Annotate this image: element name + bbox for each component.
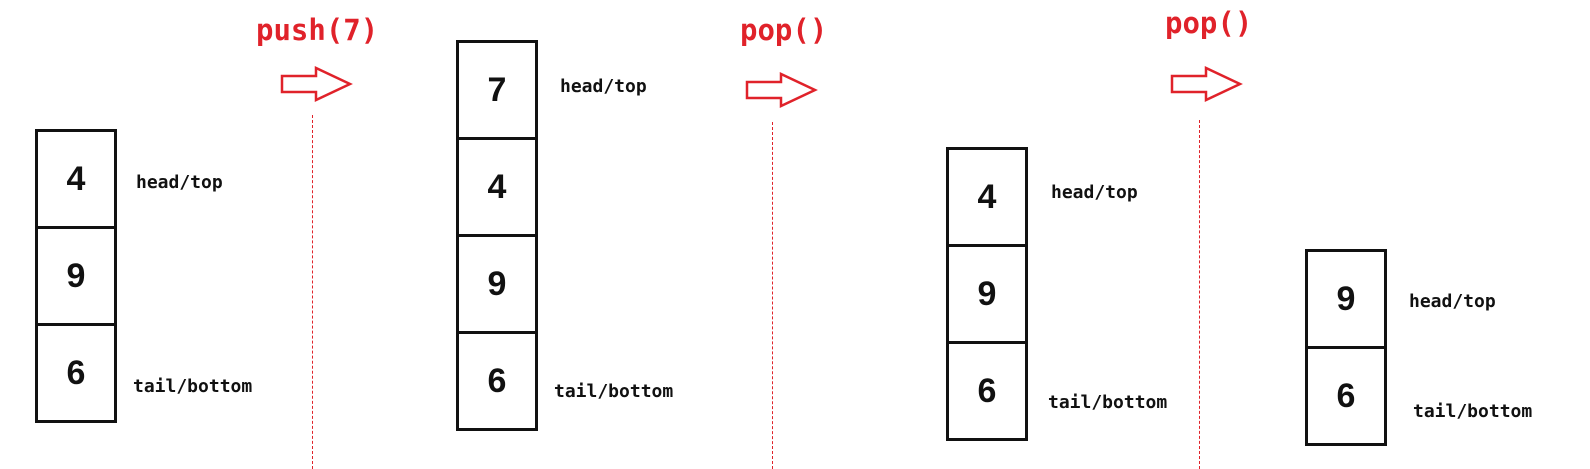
stack-2-cell-2: 4 (456, 137, 538, 237)
separator-line-2 (772, 122, 773, 469)
operation-2-label: pop() (740, 13, 828, 47)
stack-2-bottom-label: tail/bottom (554, 381, 674, 402)
stack-1-cell-1: 4 (35, 129, 117, 229)
separator-line-1 (312, 115, 313, 469)
operation-3-label: pop() (1165, 6, 1253, 40)
stack-2-top-label: head/top (560, 76, 647, 97)
stack-3-top-label: head/top (1051, 182, 1138, 203)
stack-3-cell-2: 9 (946, 244, 1028, 344)
stack-2-cell-4: 6 (456, 331, 538, 431)
separator-line-3 (1199, 120, 1200, 469)
stack-3-bottom-label: tail/bottom (1048, 392, 1168, 413)
stack-4-cell-1: 9 (1305, 249, 1387, 349)
stack-1-top-label: head/top (136, 172, 223, 193)
stack-3-cell-3: 6 (946, 341, 1028, 441)
stack-3-cell-1: 4 (946, 147, 1028, 247)
right-arrow-icon (280, 66, 353, 102)
stack-2: 7 4 9 6 (456, 40, 538, 431)
operation-1-label: push(7) (256, 13, 379, 47)
right-arrow-icon (745, 72, 818, 108)
stack-1-cell-3: 6 (35, 323, 117, 423)
stack-3: 4 9 6 (946, 147, 1028, 441)
stack-4-top-label: head/top (1409, 291, 1496, 312)
stack-2-cell-3: 9 (456, 234, 538, 334)
stack-2-cell-1: 7 (456, 40, 538, 140)
stack-1: 4 9 6 (35, 129, 117, 423)
stack-4-bottom-label: tail/bottom (1413, 401, 1533, 422)
stack-4-cell-2: 6 (1305, 346, 1387, 446)
stack-1-cell-2: 9 (35, 226, 117, 326)
stack-1-bottom-label: tail/bottom (133, 376, 253, 397)
stack-4: 9 6 (1305, 249, 1387, 446)
right-arrow-icon (1170, 66, 1243, 102)
